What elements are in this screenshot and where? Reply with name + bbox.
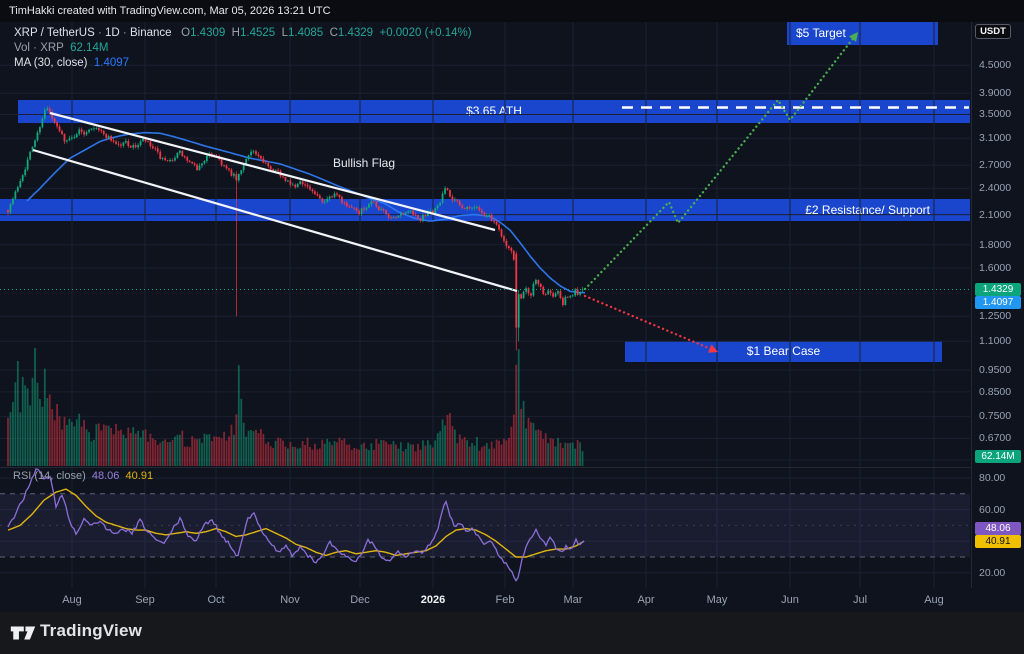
pane-divider[interactable] [0, 467, 1024, 468]
time-axis-label: Sep [135, 594, 155, 606]
low-value: 1.4085 [287, 27, 324, 39]
time-axis-label: Feb [495, 594, 515, 606]
price-tick-label: 2.4000 [979, 182, 1012, 195]
legend-ma-row[interactable]: MA (30, close) 1.4097 [14, 56, 472, 71]
bear-case-banner[interactable]: $1 Bear Case [625, 341, 942, 362]
price-axis[interactable]: 4.5000 3.9000 3.5000 3.1000 2.7000 2.4000 2.10… [971, 22, 1024, 588]
attribution-text: TimHakki created with TradingView.com, M… [9, 5, 331, 17]
time-axis-label: Aug [924, 594, 944, 606]
time-axis-label: 2026 [420, 594, 446, 606]
time-axis-label: Aug [62, 594, 82, 606]
rsi-label: RSI (14, close) [13, 470, 86, 482]
tradingview-wordmark[interactable]: TradingView [40, 621, 143, 640]
time-axis-label: Dec [350, 594, 370, 606]
price-tick-label: 0.6700 [979, 432, 1012, 445]
price-tick-label: 1.1000 [979, 335, 1012, 348]
rsi-ma-value-badge: 40.91 [975, 534, 1021, 548]
volume-value: 62.14M [70, 42, 109, 54]
ma-price-badge: 1.4097 [975, 296, 1021, 309]
time-axis-label: Oct [207, 594, 225, 606]
ma-value: 1.4097 [93, 57, 130, 69]
price-tick-label: 3.9000 [979, 87, 1012, 100]
resistance-band-label: £2 Resistance/ Support [805, 203, 930, 217]
price-tick-label: 0.7500 [979, 410, 1012, 423]
high-value: 1.4525 [239, 27, 276, 39]
time-axis-label: Nov [280, 594, 300, 606]
rsi-legend[interactable]: RSI (14, close) 48.06 40.91 [13, 470, 153, 482]
symbol-title[interactable]: XRP / TetherUS [14, 27, 95, 39]
rsi-value-badge: 48.06 [975, 521, 1021, 535]
time-axis-label: Apr [637, 594, 655, 606]
ath-band-label: $3.65 ATH [466, 104, 522, 118]
currency-toggle-button[interactable]: USDT [975, 24, 1011, 39]
ma-label: MA (30, close) [14, 57, 88, 69]
time-axis-label: May [706, 594, 728, 606]
attribution-bar: TimHakki created with TradingView.com, M… [0, 0, 1024, 22]
close-value: 1.4329 [337, 27, 374, 39]
price-tick-label: 3.5000 [979, 108, 1012, 121]
time-axis-label: Jul [852, 594, 868, 606]
open-value: 1.4309 [190, 27, 226, 39]
current-price-badge: 1.4329 [975, 283, 1021, 296]
resistance-band[interactable]: £2 Resistance/ Support [0, 199, 970, 221]
price-tick-label: 2.7000 [979, 159, 1012, 172]
price-tick-label: 0.9500 [979, 364, 1012, 377]
bear-case-banner-label: $1 Bear Case [746, 344, 821, 358]
price-tick-label: 2.1000 [979, 208, 1012, 221]
rsi-tick-label: 80.00 [979, 472, 1006, 484]
rsi-tick-label: 60.00 [979, 503, 1006, 516]
footer-bar: TradingView [0, 612, 1024, 654]
ath-band[interactable]: $3.65 ATH [18, 100, 970, 123]
interval-value[interactable]: 1D [105, 27, 120, 39]
price-tick-label: 4.5000 [979, 59, 1012, 72]
legend-volume-row[interactable]: Vol · XRP 62.14M [14, 41, 472, 56]
rsi-ma-value: 40.91 [125, 470, 154, 482]
change-value: +0.0020 (+0.14%) [379, 27, 472, 39]
price-tick-label: 3.1000 [979, 132, 1012, 145]
rsi-tick-label: 20.00 [979, 566, 1006, 579]
target-banner-label: $5 Target [796, 26, 846, 40]
legend-symbol-row[interactable]: XRP / TetherUS · 1D · Binance O1.4309 H1… [14, 27, 472, 39]
time-axis-label: Jun [781, 594, 799, 606]
volume-label: Vol · XRP [14, 42, 64, 54]
volume-badge: 62.14M [975, 449, 1021, 463]
exchange-value: Binance [129, 27, 172, 39]
rsi-value: 48.06 [91, 470, 120, 482]
price-tick-label: 1.6000 [979, 261, 1012, 274]
target-banner[interactable]: $5 Target [787, 22, 938, 45]
price-tick-label: 1.8000 [979, 238, 1012, 251]
time-axis-label: Mar [563, 594, 583, 606]
tradingview-logo-icon[interactable] [10, 622, 36, 644]
price-tick-label: 1.2500 [979, 310, 1012, 323]
bullish-flag-label[interactable]: Bullish Flag [333, 156, 396, 170]
chart-legend[interactable]: XRP / TetherUS · 1D · Binance O1.4309 H1… [14, 26, 472, 71]
price-tick-label: 0.8500 [979, 385, 1012, 398]
time-axis[interactable]: Aug Sep Oct Nov Dec 2026 Feb Mar Apr May Jun Jul Aug [0, 588, 1024, 612]
